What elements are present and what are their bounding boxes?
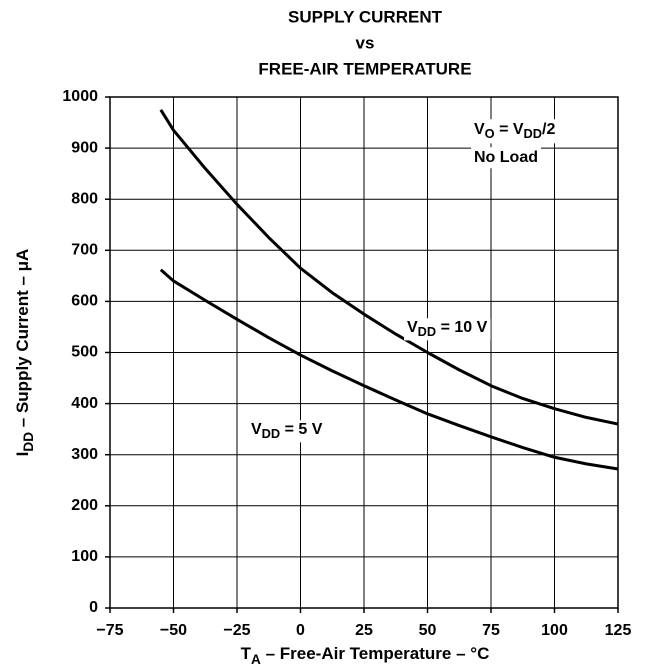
y-tick-label: 0 <box>89 599 98 616</box>
label-background <box>404 318 491 341</box>
label-background <box>471 147 541 169</box>
series-label: VDD = 10 V <box>407 319 488 339</box>
x-tick-label: 75 <box>482 622 500 639</box>
y-tick-label: 600 <box>71 293 98 310</box>
text-part: – Free-Air Temperature – °C <box>261 644 490 663</box>
x-axis-label: TA – Free-Air Temperature – °C <box>241 644 490 666</box>
text-part: = 5 V <box>280 421 323 438</box>
text-part: O <box>485 126 495 141</box>
text-part: = 10 V <box>436 319 487 336</box>
text-part: V <box>251 421 262 438</box>
y-axis-label: IDD – Supply Current – μA <box>13 249 35 457</box>
text-part: DD <box>524 126 542 141</box>
label-background <box>471 119 559 144</box>
x-tick-label: 25 <box>355 622 373 639</box>
line-series <box>159 268 619 471</box>
y-tick-label: 400 <box>71 395 98 412</box>
text-part: V <box>474 121 485 138</box>
text-part: DD <box>262 426 280 441</box>
text-part: I <box>13 452 32 457</box>
text-part: No Load <box>474 149 538 166</box>
text-part: V <box>407 319 418 336</box>
text-part: /2 <box>542 121 555 138</box>
text-part: DD <box>418 324 436 339</box>
y-tick-label: 700 <box>71 242 98 259</box>
y-tick-label: 200 <box>71 497 98 514</box>
annotation: No Load <box>474 149 538 166</box>
text-part: = V <box>495 121 524 138</box>
y-tick-label: 1000 <box>62 88 98 105</box>
plot-frame <box>109 96 619 609</box>
text-part: DD <box>21 432 36 452</box>
y-tick-label: 900 <box>71 139 98 156</box>
label-background <box>248 420 326 443</box>
x-tick-label: −75 <box>96 622 123 639</box>
text-part: – Supply Current – μA <box>13 249 32 432</box>
y-tick-label: 500 <box>71 344 98 361</box>
y-tick-label: 300 <box>71 446 98 463</box>
x-tick-label: −50 <box>160 622 187 639</box>
text-part: T <box>241 644 252 663</box>
x-tick-label: −25 <box>223 622 250 639</box>
x-tick-label: 125 <box>605 622 632 639</box>
x-tick-label: 0 <box>296 622 305 639</box>
chart-title: vs <box>356 33 375 52</box>
y-tick-label: 800 <box>71 190 98 207</box>
line-series <box>159 108 619 426</box>
chart-title: FREE-AIR TEMPERATURE <box>258 59 471 78</box>
y-tick-label: 100 <box>71 548 98 565</box>
x-tick-label: 100 <box>541 622 568 639</box>
text-part: A <box>251 652 261 667</box>
annotation: VO = VDD/2 <box>474 121 555 141</box>
x-tick-label: 50 <box>419 622 437 639</box>
series-label: VDD = 5 V <box>251 421 323 441</box>
chart-title: SUPPLY CURRENT <box>288 7 443 26</box>
